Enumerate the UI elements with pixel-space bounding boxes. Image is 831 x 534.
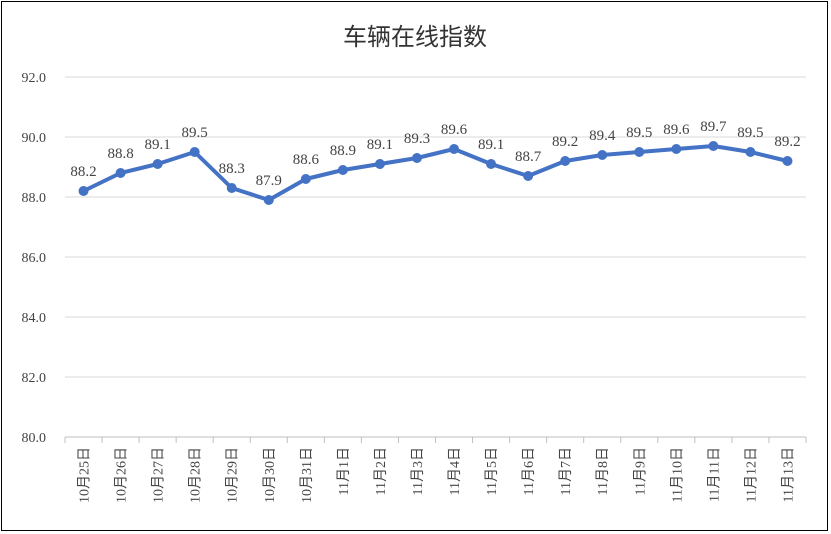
y-tick-label: 88.0	[22, 191, 47, 206]
data-point	[300, 174, 311, 184]
data-point	[374, 159, 385, 169]
data-label: 89.5	[737, 125, 763, 141]
y-tick-label: 90.0	[22, 131, 47, 146]
data-label: 87.9	[256, 173, 282, 189]
x-tick-label: 11月13日	[780, 447, 796, 502]
data-label: 89.6	[441, 122, 468, 138]
data-point	[449, 144, 460, 154]
y-tick-label: 84.0	[22, 311, 47, 326]
x-tick-label: 11月5日	[484, 447, 500, 495]
x-tick-label: 10月26日	[114, 447, 130, 503]
y-tick-label: 92.0	[22, 71, 47, 86]
x-tick-label: 11月7日	[558, 447, 574, 495]
series-group	[78, 141, 793, 205]
x-axis-ticks: 10月25日 10月26日 10月27日 10月28日 10月29日 10月30日 10月3…	[77, 447, 797, 503]
data-label: 89.5	[182, 125, 208, 141]
chart-title: 车辆在线指数	[343, 23, 487, 51]
y-tick-label: 82.0	[22, 371, 47, 386]
data-point	[634, 147, 645, 157]
y-tick-label: 86.0	[22, 251, 47, 266]
x-tick-label: 10月29日	[225, 447, 241, 503]
data-point	[78, 186, 89, 196]
data-label: 88.2	[70, 164, 96, 180]
x-tick-label: 11月10日	[669, 447, 685, 502]
data-label: 89.4	[589, 128, 616, 144]
gridlines	[65, 76, 806, 378]
data-label: 89.7	[700, 119, 727, 135]
data-point	[189, 147, 200, 157]
data-point	[782, 156, 793, 166]
data-point	[597, 150, 608, 160]
data-point	[745, 147, 756, 157]
x-tick-label: 11月3日	[410, 447, 426, 495]
x-tick-label: 11月6日	[521, 447, 537, 495]
x-tick-label: 11月9日	[632, 447, 648, 495]
data-point	[337, 165, 348, 175]
x-tick-label: 11月11日	[706, 447, 722, 502]
data-point	[708, 141, 719, 151]
data-point	[115, 168, 126, 178]
data-label: 89.1	[478, 137, 504, 153]
data-point	[486, 159, 497, 169]
data-label: 89.1	[145, 137, 171, 153]
data-label: 89.2	[774, 134, 800, 150]
x-tick-label: 10月27日	[151, 447, 167, 503]
data-point	[411, 153, 422, 163]
x-tick-label: 11月2日	[373, 447, 389, 495]
x-tick-label: 10月31日	[299, 447, 315, 503]
data-label: 89.3	[404, 131, 430, 147]
data-label: 88.7	[515, 149, 542, 165]
data-point	[671, 144, 682, 154]
data-label: 88.3	[219, 161, 245, 177]
data-label: 88.6	[293, 152, 320, 168]
x-tick-label: 11月12日	[743, 447, 759, 502]
x-tick-label: 10月30日	[262, 447, 278, 503]
y-tick-label: 80.0	[22, 431, 47, 446]
x-tick-label: 11月4日	[447, 447, 463, 495]
data-label: 88.8	[107, 146, 133, 162]
data-point	[560, 156, 571, 166]
x-tick-label: 11月1日	[336, 447, 352, 495]
x-axis	[64, 436, 807, 443]
data-labels: 88.2 88.8 89.1 89.5 88.3 87.9 88.6 88.9 89.1 89.3…	[70, 119, 800, 189]
data-label: 88.9	[330, 143, 356, 159]
data-point	[263, 195, 274, 205]
data-label: 89.1	[367, 137, 393, 153]
x-tick-label: 10月25日	[77, 447, 93, 503]
data-label: 89.6	[663, 122, 690, 138]
x-tick-label: 10月28日	[188, 447, 204, 503]
series-line	[81, 144, 790, 202]
y-axis-ticks: 80.0 82.0 84.0 86.0 88.0 90.0 92.0	[22, 71, 47, 446]
data-label: 89.2	[552, 134, 578, 150]
data-point	[226, 183, 237, 193]
x-tick-label: 11月8日	[595, 447, 611, 495]
data-point	[152, 159, 163, 169]
data-point	[523, 171, 534, 181]
data-label: 89.5	[626, 125, 652, 141]
